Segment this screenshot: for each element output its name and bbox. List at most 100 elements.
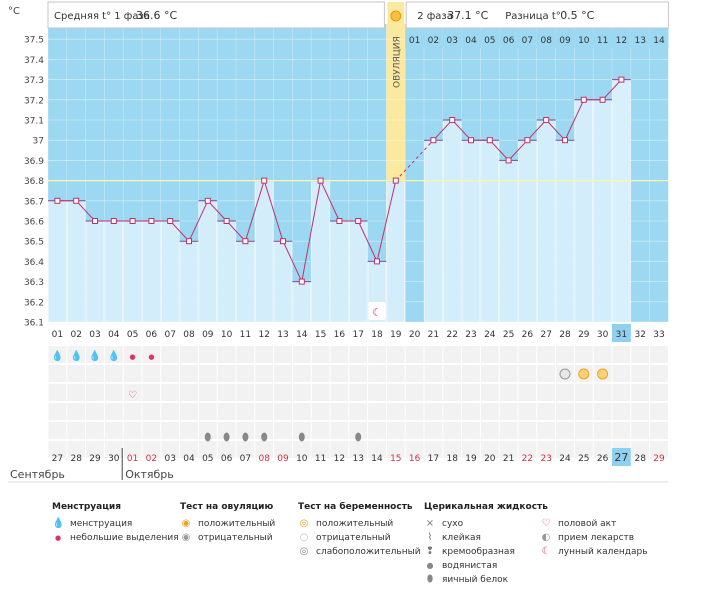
symbol-cell — [236, 441, 255, 458]
symbol-cell — [198, 384, 217, 401]
symbol-cell — [123, 422, 142, 439]
cycle-day-label: 13 — [277, 330, 288, 340]
small-drop-icon: ● — [148, 353, 154, 361]
temperature-bar — [424, 139, 443, 323]
y-tick-label: 37.5 — [24, 36, 44, 46]
legend-ovulation-test-title: Тест на овуляцию — [180, 502, 274, 512]
cycle-day-label: 24 — [484, 330, 496, 340]
symbol-cell — [67, 441, 86, 458]
symbol-cell — [424, 441, 443, 458]
symbol-cell — [556, 441, 574, 458]
symbol-cell — [612, 403, 631, 420]
date-label: 28 — [634, 454, 646, 464]
cycle-day-label: 07 — [164, 330, 175, 340]
temperature-point — [204, 197, 211, 204]
symbol-cell — [537, 384, 556, 401]
symbol-cell — [424, 422, 443, 439]
legend-cervical-fluid-title: Церикальная жидкость — [424, 502, 548, 512]
symbol-cell — [48, 403, 67, 420]
symbol-cell — [104, 422, 123, 439]
dpo-label: 08 — [540, 36, 552, 46]
cycle-day-label: 04 — [108, 330, 120, 340]
symbol-cell — [330, 403, 349, 420]
symbol-cell — [518, 403, 537, 420]
symbol-cell — [368, 365, 386, 382]
y-tick-label: 36.5 — [24, 238, 44, 248]
symbol-cell — [368, 441, 386, 458]
legend-item: кремообразная — [442, 547, 515, 557]
temperature-point — [392, 177, 399, 184]
legend-item: лунный календарь — [558, 547, 648, 557]
symbol-cell — [631, 365, 650, 382]
symbol-cell — [292, 384, 311, 401]
temperature-line — [207, 200, 227, 222]
dpo-label: 06 — [503, 36, 515, 46]
dpo-cell — [480, 30, 500, 48]
temperature-bar — [85, 220, 105, 323]
temperature-bar — [236, 240, 255, 323]
symbol-cell — [255, 422, 274, 439]
symbol-cell — [161, 403, 180, 420]
cycle-day-label: 31 — [616, 330, 627, 340]
symbol-cell — [368, 422, 386, 439]
date-label: 14 — [371, 454, 383, 464]
symbol-cell — [612, 384, 631, 401]
temperature-bar — [612, 79, 631, 323]
symbol-cell — [537, 346, 556, 363]
temperature-line — [263, 180, 284, 242]
cycle-day-label: 06 — [146, 330, 158, 340]
symbol-cell — [593, 422, 612, 439]
symbol-cell — [86, 365, 104, 382]
symbol-cell — [612, 422, 631, 439]
temperature-line — [545, 119, 566, 141]
temperature-line — [508, 139, 528, 161]
cycle-day-label: 28 — [559, 330, 571, 340]
symbol-cell — [180, 365, 198, 382]
temperature-line — [301, 180, 322, 282]
symbol-cell — [443, 346, 462, 363]
symbol-cell — [180, 403, 198, 420]
cycle-day-label: 14 — [296, 330, 308, 340]
symbol-cell — [217, 365, 236, 382]
symbol-cell — [462, 346, 480, 363]
temperature-bar — [123, 220, 142, 323]
temperature-line — [282, 240, 303, 282]
egg-white-icon: ⬮ — [426, 574, 434, 585]
temperature-point — [261, 177, 268, 184]
temperature-point — [599, 96, 606, 103]
difference-value: 0.5 °C — [560, 9, 594, 22]
date-label: 29 — [89, 454, 101, 464]
symbol-cell — [255, 384, 274, 401]
temperature-line — [244, 180, 265, 242]
symbol-cell — [274, 365, 292, 382]
small-drop-icon: ● — [130, 353, 136, 361]
symbol-cell — [86, 422, 104, 439]
date-label: 19 — [465, 454, 477, 464]
difference-label: Разница t° — [505, 11, 561, 22]
temperature-point — [280, 238, 286, 245]
dpo-cell — [442, 30, 462, 48]
temperature-bar — [555, 139, 575, 323]
date-label: 22 — [522, 454, 533, 464]
y-tick-label: 37.3 — [24, 76, 44, 86]
temperature-bar — [142, 220, 161, 323]
temperature-point — [524, 137, 531, 144]
symbol-cell — [48, 384, 67, 401]
symbol-cell — [198, 403, 217, 420]
symbol-cell — [349, 365, 368, 382]
symbol-cell — [330, 346, 349, 363]
temperature-point — [73, 197, 80, 204]
temperature-bar — [443, 119, 462, 323]
symbol-cell — [236, 346, 255, 363]
symbol-cell — [462, 441, 480, 458]
symbol-cell — [67, 365, 86, 382]
temperature-point — [92, 218, 98, 224]
temperature-point — [317, 177, 324, 184]
symbol-cell — [180, 441, 198, 458]
symbol-cell — [593, 384, 612, 401]
date-label: 06 — [221, 454, 233, 464]
date-label: 29 — [653, 454, 665, 464]
dry-icon: × — [425, 518, 435, 529]
dpo-cell — [555, 30, 575, 48]
date-label: 04 — [183, 454, 195, 464]
